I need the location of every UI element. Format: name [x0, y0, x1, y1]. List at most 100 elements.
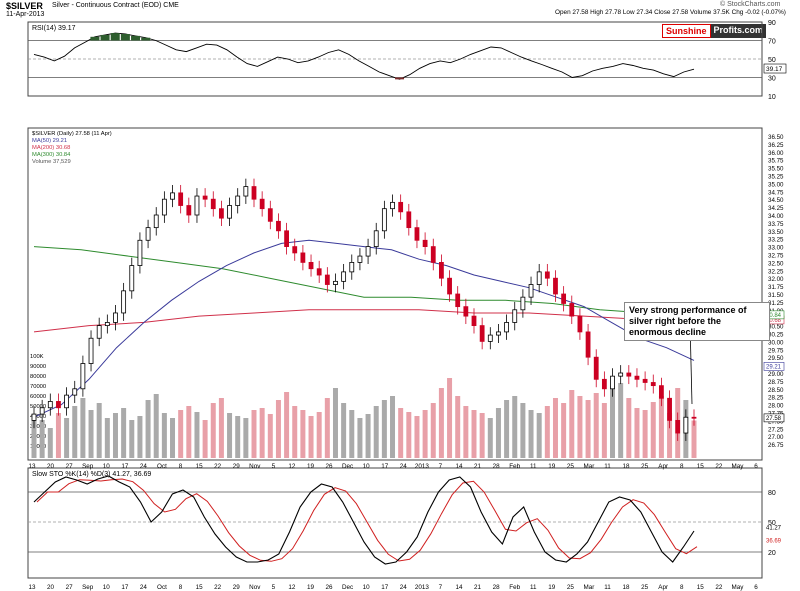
rsi-last-box — [763, 63, 787, 74]
volume-bar — [365, 414, 371, 458]
candle-body — [113, 312, 118, 323]
price-tick-label: 32.75 — [768, 253, 784, 260]
candle-body — [650, 382, 656, 387]
x-tick-label: 15 — [196, 463, 204, 470]
x-tick-label: 27 — [66, 463, 74, 470]
candle-body — [219, 208, 224, 219]
price-tick-label: 26.75 — [768, 442, 784, 449]
rsi-legend: RSI(14) 39.17 — [32, 25, 76, 32]
candle-body — [569, 303, 575, 317]
price-legend-item: $SILVER (Daily) 27.58 (11 Apr) — [32, 131, 112, 137]
candle-body — [447, 277, 452, 295]
volume-bar — [112, 413, 118, 458]
candle-body — [324, 274, 330, 285]
candle-body — [121, 290, 127, 314]
sto-tick-label: 20 — [768, 550, 776, 557]
sto-d-label: 36.69 — [766, 538, 782, 544]
volume-bar — [634, 408, 640, 458]
candle-body — [398, 201, 404, 213]
volume-bar — [618, 383, 624, 458]
x-tick-label-bottom: 6 — [754, 584, 758, 591]
price-tick-label: 33.00 — [768, 245, 784, 252]
volume-bar — [667, 413, 673, 458]
candle-body — [520, 296, 526, 311]
volume-bar — [267, 414, 273, 458]
volume-tick-label: 100K — [30, 354, 44, 360]
x-tick-label-bottom: Mar — [583, 584, 594, 591]
price-tick-label: 32.25 — [768, 268, 784, 275]
x-tick-label: Dec — [342, 463, 353, 470]
candle-body — [80, 363, 86, 390]
price-tick-label: 35.00 — [768, 181, 784, 188]
volume-bar — [316, 412, 322, 458]
x-tick-label: 17 — [121, 463, 129, 470]
x-tick-label-bottom: 17 — [381, 584, 389, 591]
last-box-close — [763, 413, 785, 423]
x-tick-label: 19 — [548, 463, 556, 470]
price-tick-label: 34.50 — [768, 197, 784, 204]
candle-body — [145, 227, 151, 241]
volume-bar — [438, 388, 444, 458]
candle-body — [487, 334, 493, 342]
candle-body — [300, 252, 306, 263]
candle-body — [292, 246, 298, 254]
last-box-ma50 — [763, 362, 785, 371]
chart-subtitle: Silver - Continuous Contract (EOD) CME — [52, 2, 179, 9]
x-tick-label-bottom: 24 — [140, 584, 148, 591]
x-tick-label-bottom: 19 — [307, 584, 315, 591]
x-tick-label: 17 — [381, 463, 389, 470]
x-tick-label: 28 — [493, 463, 501, 470]
candle-body — [276, 220, 281, 232]
x-tick-label: 29 — [233, 463, 241, 470]
candle-body — [349, 261, 355, 273]
volume-bar — [479, 413, 485, 458]
x-tick-label-bottom: Dec — [342, 584, 353, 591]
candle-body — [691, 416, 697, 419]
candle-body — [178, 192, 184, 206]
price-tick-label: 33.75 — [768, 221, 784, 228]
candle-body — [618, 372, 624, 377]
price-tick-label: 31.50 — [768, 292, 784, 299]
volume-tick-label: 60000 — [30, 394, 46, 400]
x-tick-label-bottom: 11 — [604, 584, 611, 591]
volume-tick-label: 90000 — [30, 364, 46, 370]
volume-bar — [64, 418, 70, 458]
sto-k-label: 41.27 — [766, 526, 782, 532]
volume-bar — [577, 396, 583, 458]
volume-bar — [55, 413, 61, 458]
x-tick-label: Feb — [509, 463, 520, 470]
volume-bar — [129, 420, 135, 458]
volume-bar — [121, 408, 127, 458]
volume-bar — [341, 403, 347, 458]
volume-bar — [104, 418, 110, 458]
price-tick-label: 30.00 — [768, 339, 784, 346]
volume-bar — [251, 410, 257, 458]
x-tick-label-bottom: 12 — [288, 584, 296, 591]
candle-body — [422, 239, 428, 247]
x-tick-label-bottom: 25 — [641, 584, 649, 591]
candle-body — [512, 309, 518, 323]
volume-bar — [202, 420, 208, 458]
volume-bar — [161, 413, 167, 458]
price-tick-label: 35.75 — [768, 158, 784, 165]
volume-bar — [691, 420, 697, 458]
price-tick-label: 29.75 — [768, 347, 784, 354]
x-tick-label: 24 — [400, 463, 408, 470]
last-label-ma300: 30.84 — [766, 313, 782, 319]
volume-bar — [390, 396, 396, 458]
volume-bar — [292, 406, 298, 458]
volume-bar — [170, 418, 176, 458]
rsi-last-label: 39.17 — [766, 66, 783, 73]
candle-body — [439, 261, 444, 279]
price-tick-label: 34.00 — [768, 213, 784, 220]
candle-body — [610, 375, 615, 390]
price-legend-item: Volume 37,529 — [32, 159, 71, 165]
chart-date: 11-Apr-2013 — [6, 11, 45, 18]
volume-bar — [275, 400, 281, 458]
x-tick-label-bottom: 18 — [623, 584, 631, 591]
volume-bar — [536, 413, 542, 458]
volume-bar — [471, 410, 477, 458]
price-tick-label: 33.50 — [768, 229, 784, 236]
x-tick-label-bottom: 7 — [439, 584, 443, 591]
x-tick-label: 8 — [680, 463, 684, 470]
